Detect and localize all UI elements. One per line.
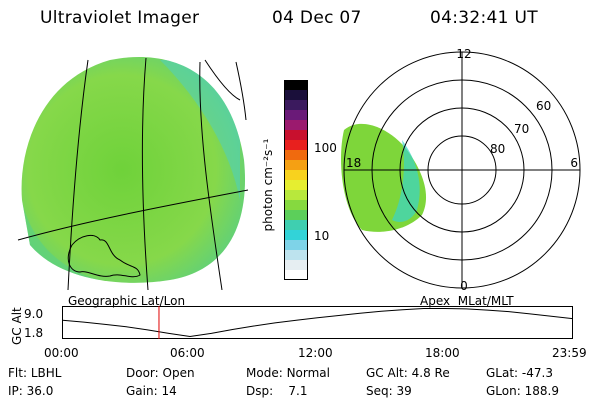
colorbar-swatch: [284, 260, 308, 271]
colorbar-tick-10: 10: [314, 229, 330, 243]
colorbar-swatch: [284, 130, 308, 141]
time-readout: 04:32:41 UT: [430, 8, 538, 28]
alt-plot-ytick-bottom: 1.8: [24, 326, 44, 340]
status-glon: GLon: 188.9: [486, 384, 559, 398]
status-mode: Mode: Normal: [246, 366, 330, 380]
status-seq: Seq: 39: [366, 384, 412, 398]
alt-plot-xtick-3: 18:00: [425, 346, 460, 360]
colorbar: [284, 80, 308, 280]
status-glat: GLat: -47.3: [486, 366, 553, 380]
colorbar-frame: [284, 80, 308, 280]
status-flt: Flt: LBHL: [8, 366, 62, 380]
coastline: [67, 234, 141, 278]
colorbar-swatch: [284, 110, 308, 121]
app-title: Ultraviolet Imager: [40, 8, 200, 28]
geographic-image-panel: [17, 56, 249, 290]
alt-plot-xtick-2: 12:00: [298, 346, 333, 360]
mlat-label-60: 60: [536, 99, 551, 113]
colorbar-swatch: [284, 100, 308, 111]
geo-panel-label: Geographic Lat/Lon: [68, 294, 186, 308]
colorbar-swatch: [284, 180, 308, 191]
colorbar-swatch: [284, 200, 308, 211]
mlat-label-70: 70: [514, 122, 529, 136]
date-readout: 04 Dec 07: [272, 8, 362, 28]
colorbar-swatch: [284, 210, 308, 221]
colorbar-swatch: [284, 170, 308, 181]
status-door: Door: Open: [126, 366, 195, 380]
polar-grid: [343, 51, 581, 289]
colorbar-swatch: [284, 190, 308, 201]
colorbar-swatch: [284, 250, 308, 261]
graticule: [17, 57, 249, 290]
altitude-plot: [62, 306, 573, 339]
alt-plot-ytick-top: 9.0: [24, 307, 44, 321]
alt-plot-frame: [62, 306, 573, 339]
alt-plot-xtick-0: 00:00: [44, 346, 79, 360]
colorbar-swatch: [284, 80, 308, 91]
colorbar-swatch: [284, 270, 308, 280]
status-ip: IP: 36.0: [8, 384, 54, 398]
colorbar-unit-label: photon cm⁻²s⁻¹: [261, 138, 275, 232]
colorbar-swatch: [284, 220, 308, 231]
colorbar-swatch: [284, 90, 308, 101]
mlt-label-18: 18: [346, 156, 361, 170]
polar-image-panel: 12 18 6 0 60 70 80: [341, 47, 581, 293]
uv-image-blob: [21, 56, 246, 283]
colorbar-swatch: [284, 120, 308, 131]
colorbar-swatch: [284, 240, 308, 251]
mlt-label-0: 0: [460, 279, 468, 293]
polar-panel-label: Apex MLat/MLT: [420, 294, 514, 308]
colorbar-swatch: [284, 150, 308, 161]
colorbar-swatch: [284, 140, 308, 151]
colorbar-swatch: [284, 230, 308, 241]
status-dsp: Dsp: 7.1: [246, 384, 308, 398]
mlt-label-12: 12: [456, 47, 471, 61]
alt-plot-xtick-4: 23:59: [552, 346, 587, 360]
alt-plot-ylabel: GC Alt: [10, 307, 24, 345]
colorbar-swatch: [284, 160, 308, 171]
orbit-altitude-line: [62, 308, 573, 338]
alt-plot-xtick-1: 06:00: [170, 346, 205, 360]
mlt-label-6: 6: [570, 156, 578, 170]
colorbar-tick-100: 100: [314, 141, 337, 155]
mlat-label-80: 80: [490, 142, 505, 156]
status-gain: Gain: 14: [126, 384, 177, 398]
status-gcalt: GC Alt: 4.8 Re: [366, 366, 450, 380]
